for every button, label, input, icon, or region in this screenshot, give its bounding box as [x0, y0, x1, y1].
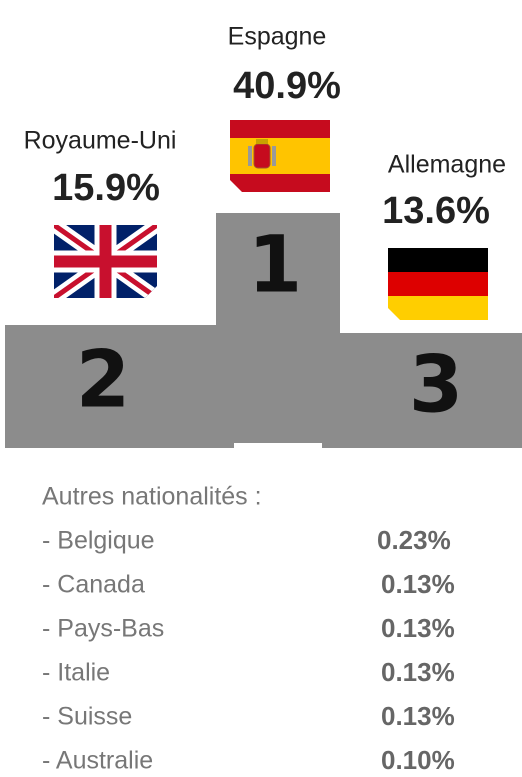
- rank: 3: [409, 340, 463, 430]
- rank: 2: [76, 335, 130, 425]
- percent: 13.6%: [382, 190, 490, 232]
- other-name: - Canada: [42, 571, 145, 599]
- other-percent: 0.13%: [381, 701, 455, 731]
- other-percent: 0.23%: [377, 525, 451, 555]
- other-name: - Australie: [42, 747, 153, 775]
- flag-spain: [230, 120, 330, 192]
- podium-third: [340, 333, 522, 448]
- country: Espagne: [228, 23, 327, 51]
- other-percent: 0.13%: [381, 613, 455, 643]
- other-percent: 0.13%: [381, 569, 455, 599]
- other-name: - Suisse: [42, 703, 132, 731]
- country: Allemagne: [388, 151, 506, 179]
- podium-gap: [234, 443, 322, 449]
- other-percent: 0.13%: [381, 657, 455, 687]
- country: Royaume-Uni: [24, 127, 177, 155]
- percent: 15.9%: [52, 167, 160, 209]
- percent: 40.9%: [233, 65, 341, 107]
- podium-second: [5, 325, 216, 448]
- others-title: Autres nationalités :: [42, 483, 262, 511]
- flag-germany: [388, 248, 488, 320]
- other-name: - Belgique: [42, 527, 155, 555]
- rank: 1: [248, 220, 302, 310]
- others-list: - Belgique 0.23% - Canada 0.13% - Pays-Bas 0.…: [42, 525, 455, 775]
- other-name: - Pays-Bas: [42, 615, 164, 643]
- podium-first: [216, 213, 340, 448]
- other-percent: 0.10%: [381, 745, 455, 775]
- other-name: - Italie: [42, 659, 110, 687]
- flag-uk: [54, 225, 157, 298]
